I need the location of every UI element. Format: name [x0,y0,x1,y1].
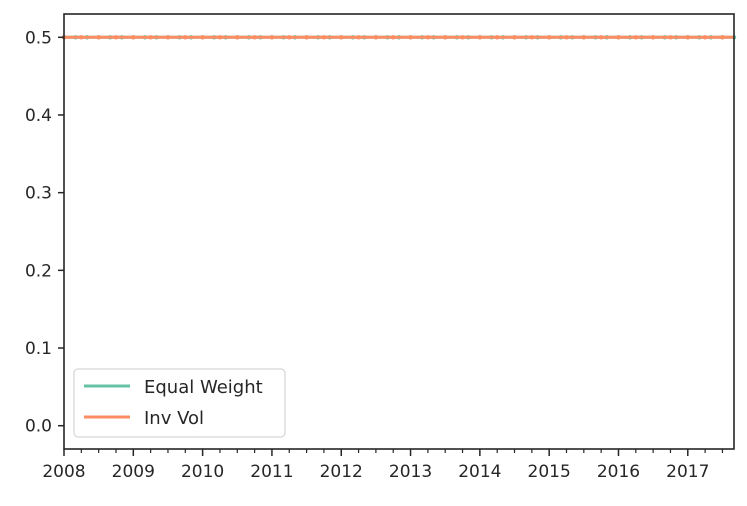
x-tick-label: 2017 [666,462,709,482]
series-point-inv-vol [339,35,344,40]
series-point-inv-vol [529,35,534,40]
series-point-inv-vol [373,35,379,40]
x-tick-label: 2008 [42,462,85,482]
series-point-inv-vol [408,35,413,40]
x-tick-label: 2015 [528,462,571,482]
series-point-inv-vol [391,35,396,40]
series-point-inv-vol [547,35,552,40]
legend-label-equal-weight: Equal Weight [144,377,263,398]
x-tick-label: 2016 [597,462,640,482]
x-tick-label: 2013 [389,462,432,482]
series-point-inv-vol [685,35,690,40]
x-tick-label: 2014 [458,462,501,482]
series-point-inv-vol [495,35,500,40]
series-point-inv-vol [235,35,240,40]
series-point-inv-vol [131,35,136,40]
legend-label-inv-vol: Inv Vol [144,408,204,429]
series-point-inv-vol [460,35,465,40]
y-tick-label: 0.1 [25,339,52,359]
series-point-inv-vol [668,35,673,40]
series-point-inv-vol [287,35,292,40]
y-tick-label: 0.2 [25,261,52,281]
x-tick-label: 2009 [112,462,155,482]
series-point-inv-vol [321,35,327,40]
series-point-inv-vol [165,35,171,40]
series-point-inv-vol [599,35,604,40]
series-point-inv-vol [269,35,275,40]
series-point-inv-vol [512,35,517,40]
series-point-inv-vol [113,35,119,40]
series-point-inv-vol [581,35,586,40]
series-point-inv-vol [477,35,483,40]
series-layer [61,35,737,40]
x-tick-label: 2011 [250,462,293,482]
series-point-inv-vol [356,35,361,40]
legend: Equal Weight Inv Vol [73,368,286,438]
series-point-inv-vol [443,35,448,40]
series-point-inv-vol [148,35,153,40]
series-point-inv-vol [564,35,569,40]
series-point-inv-vol [616,35,621,40]
series-point-inv-vol [96,35,101,40]
series-point-inv-vol [304,35,309,40]
series-point-inv-vol [217,35,223,40]
y-tick-label: 0.5 [25,28,52,48]
series-point-inv-vol [650,35,656,40]
series-point-inv-vol [633,35,638,40]
x-tick-label: 2012 [320,462,363,482]
y-tick-label: 0.4 [25,106,52,126]
series-point-inv-vol [252,35,257,40]
series-point-inv-vol [425,35,431,40]
series-inv-vol [61,35,734,40]
series-point-inv-vol [702,35,708,40]
y-tick-label: 0.0 [25,417,52,437]
y-tick-label: 0.3 [25,184,52,204]
series-point-inv-vol [79,35,84,40]
series-point-inv-vol [183,35,188,40]
axes-layer: 0.0 0.1 0.2 0.3 0.4 0.5 2008 2009 2010 2011 2012 20… [25,13,735,482]
plot-frame [63,13,735,450]
x-tick-label: 2010 [181,462,224,482]
series-point-inv-vol [200,35,205,40]
series-point-inv-vol [720,35,725,40]
